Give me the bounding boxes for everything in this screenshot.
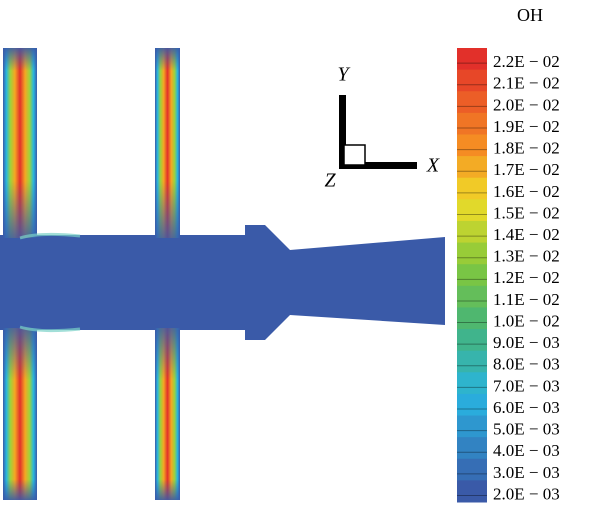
colorbar-band xyxy=(457,264,487,287)
colorbar-band xyxy=(457,242,487,265)
colorbar-band xyxy=(457,199,487,222)
colorbar-label: 2.0E − 02 xyxy=(493,95,560,114)
colorbar-label: 1.9E − 02 xyxy=(493,117,560,136)
colorbar-label: 2.1E − 02 xyxy=(493,74,560,93)
y-axis-label: Y xyxy=(337,64,350,86)
colorbar-label: 5.0E − 03 xyxy=(493,420,560,439)
colorbar-band xyxy=(457,220,487,244)
colorbar: 2.2E − 02 2.1E − 02 2.0E − 02 1.9E − 02 1.8E… xyxy=(457,48,560,503)
colorbar-band xyxy=(457,307,487,330)
colorbar-band xyxy=(457,48,487,71)
colorbar-label: 1.3E − 02 xyxy=(493,247,560,266)
colorbar-band xyxy=(457,69,487,92)
colorbar-band xyxy=(457,285,487,308)
colorbar-label: 1.7E − 02 xyxy=(493,160,560,179)
colorbar-label: 1.1E − 02 xyxy=(493,290,560,309)
colorbar-label: 2.2E − 02 xyxy=(493,52,560,71)
flow-domain xyxy=(0,48,445,500)
colorbar-band xyxy=(457,480,487,503)
colorbar-band xyxy=(457,393,487,417)
z-axis-label: Z xyxy=(324,170,336,192)
colorbar-band xyxy=(457,437,487,460)
colorbar-label: 1.2E − 02 xyxy=(493,268,560,287)
colorbar-label: 4.0E − 03 xyxy=(493,441,560,460)
colorbar-band xyxy=(457,350,487,373)
colorbar-label: 1.0E − 02 xyxy=(493,311,560,330)
colorbar-label: 9.0E − 03 xyxy=(493,333,560,352)
colorbar-band xyxy=(457,372,487,395)
colorbar-band xyxy=(457,134,487,157)
colorbar-band xyxy=(457,415,487,438)
colorbar-band xyxy=(457,112,487,135)
colorbar-band xyxy=(457,177,487,200)
legend-title: OH xyxy=(517,5,543,25)
colorbar-band xyxy=(457,91,487,114)
colorbar-label: 3.0E − 03 xyxy=(493,463,560,482)
colorbar-band xyxy=(457,458,487,481)
colorbar-label: 2.0E − 03 xyxy=(493,484,560,503)
colorbar-label: 1.8E − 02 xyxy=(493,139,560,158)
colorbar-band xyxy=(457,329,487,352)
colorbar-label: 1.6E − 02 xyxy=(493,182,560,201)
colorbar-label: 1.5E − 02 xyxy=(493,203,560,222)
colorbar-label: 7.0E − 03 xyxy=(493,376,560,395)
axis-triad: Y X Z xyxy=(324,64,439,192)
colorbar-label: 8.0E − 03 xyxy=(493,355,560,374)
colorbar-band xyxy=(457,156,487,179)
colorbar-label: 1.4E − 02 xyxy=(493,225,560,244)
x-axis-label: X xyxy=(426,155,440,177)
colorbar-label: 6.0E − 03 xyxy=(493,398,560,417)
